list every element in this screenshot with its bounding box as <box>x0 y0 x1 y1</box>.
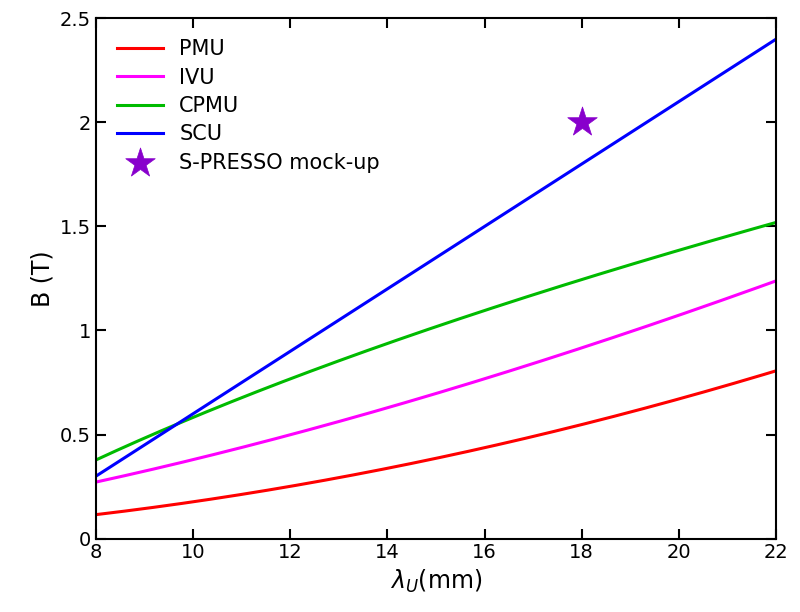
IVU <box>414 395 424 402</box>
CPMU <box>649 254 658 261</box>
SCU <box>649 114 658 122</box>
IVU <box>496 370 506 378</box>
S-PRESSO mock-up <box>575 118 588 127</box>
Legend: PMU, IVU, CPMU, SCU, S-PRESSO mock-up: PMU, IVU, CPMU, SCU, S-PRESSO mock-up <box>106 29 390 183</box>
CPMU <box>91 457 101 464</box>
CPMU <box>414 329 424 336</box>
SCU <box>771 35 781 43</box>
PMU <box>418 457 428 465</box>
CPMU <box>459 314 469 321</box>
SCU <box>496 212 506 220</box>
IVU <box>418 394 428 401</box>
IVU <box>755 283 765 291</box>
Line: PMU: PMU <box>96 371 776 515</box>
PMU <box>771 367 781 375</box>
SCU <box>414 265 424 272</box>
PMU <box>459 449 469 456</box>
IVU <box>771 277 781 285</box>
CPMU <box>496 302 506 309</box>
PMU <box>496 441 506 448</box>
PMU <box>414 458 424 466</box>
PMU <box>755 372 765 379</box>
CPMU <box>771 218 781 226</box>
SCU <box>91 472 101 480</box>
PMU <box>649 402 658 409</box>
CPMU <box>755 223 765 231</box>
CPMU <box>418 327 428 335</box>
Line: CPMU: CPMU <box>96 222 776 460</box>
Y-axis label: B (T): B (T) <box>30 250 54 307</box>
IVU <box>649 320 658 327</box>
Line: IVU: IVU <box>96 281 776 482</box>
IVU <box>459 381 469 389</box>
SCU <box>755 46 765 53</box>
IVU <box>91 479 101 486</box>
X-axis label: $\lambda_U$(mm): $\lambda_U$(mm) <box>390 568 482 595</box>
Line: SCU: SCU <box>96 39 776 476</box>
PMU <box>91 511 101 518</box>
SCU <box>459 236 469 244</box>
SCU <box>418 263 428 270</box>
